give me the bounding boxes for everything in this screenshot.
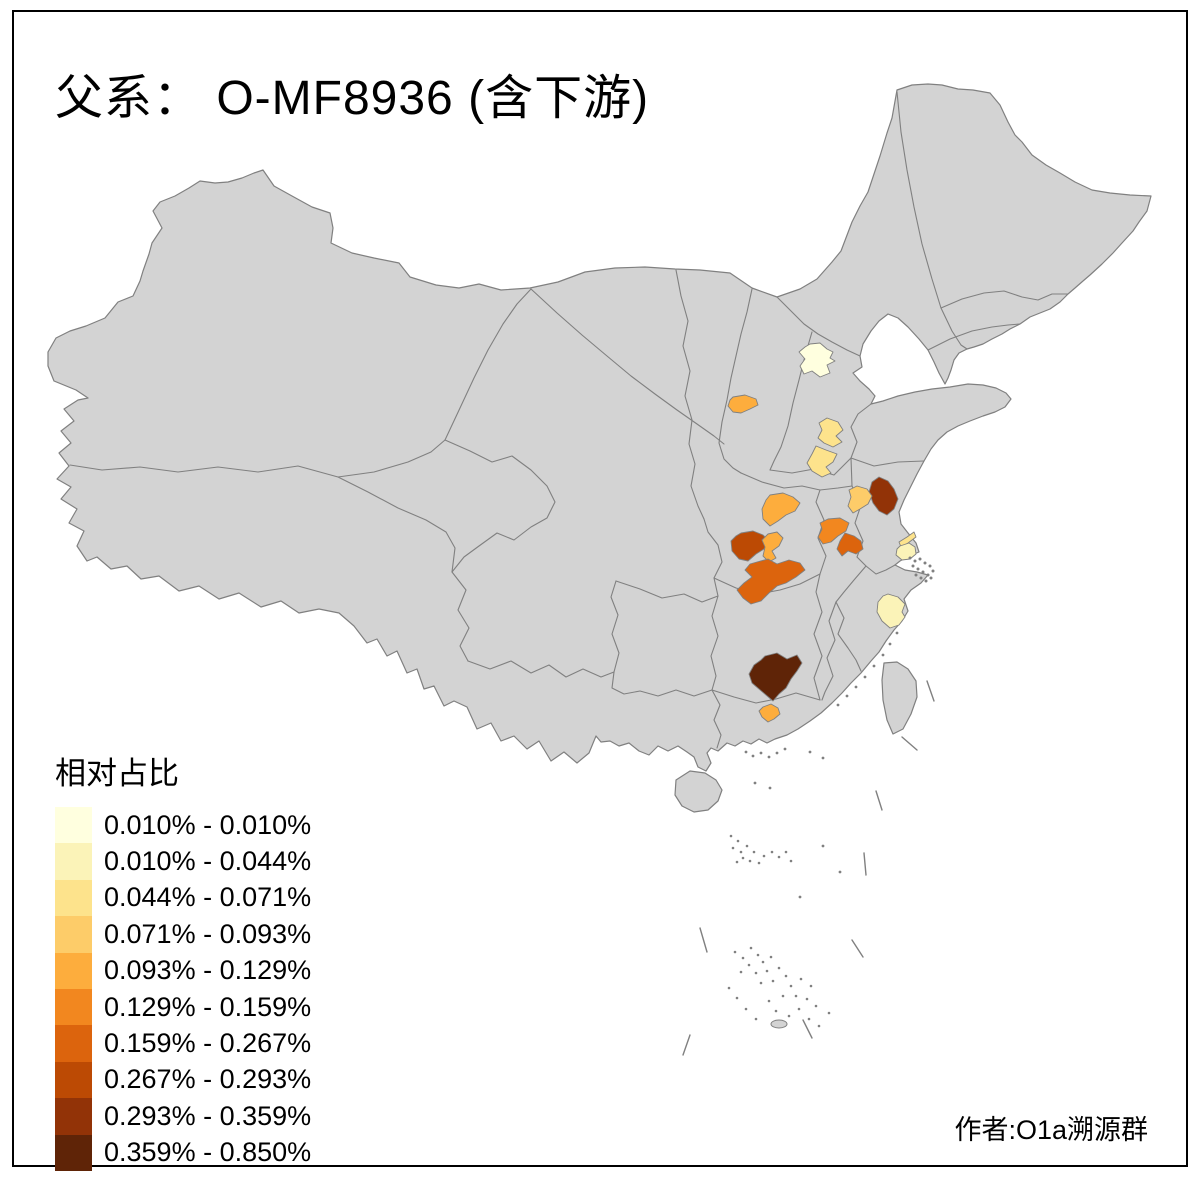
legend-item: 0.129% - 0.159% (55, 988, 395, 1026)
legend-range-label: 0.359% - 0.850% (104, 1137, 312, 1168)
legend-color-swatch (55, 1098, 92, 1135)
map-region-jiangsu-central (847, 485, 873, 514)
legend-item: 0.359% - 0.850% (55, 1134, 395, 1171)
map-region-beijing-area (798, 342, 836, 378)
spratly-islands-dots (727, 946, 831, 1028)
small-sea-island (770, 1019, 788, 1029)
legend-color-swatch (55, 952, 92, 989)
attribution-text: 作者:O1a溯源群 (954, 1115, 1148, 1145)
page-title: 父系： O-MF8936 (含下游) (55, 72, 650, 125)
taiwan-island (881, 661, 918, 735)
legend-range-label: 0.293% - 0.359% (104, 1100, 312, 1131)
map-region-hunan-south (748, 652, 803, 702)
map-region-guangdong-central (758, 703, 781, 723)
map-region-shanxi-central (727, 394, 759, 414)
legend-range-label: 0.010% - 0.010% (104, 809, 312, 840)
legend-range-label: 0.129% - 0.159% (104, 991, 312, 1022)
legend-item: 0.093% - 0.129% (55, 952, 395, 989)
legend-item: 0.159% - 0.267% (55, 1025, 395, 1062)
map-region-henan-central (806, 445, 838, 478)
legend-item: 0.044% - 0.071% (55, 879, 395, 917)
legend-range-label: 0.093% - 0.129% (104, 955, 312, 986)
map-region-anhui-southwest (836, 532, 864, 557)
map-region-hubei-hunan-border (736, 558, 806, 605)
map-region-jiangsu-coastal (868, 476, 899, 516)
legend-range-label: 0.071% - 0.093% (104, 918, 312, 949)
legend-item: 0.071% - 0.093% (55, 916, 395, 953)
legend-items: 0.010% - 0.010% 0.010% - 0.044% 0.044% -… (55, 807, 395, 1171)
map-region-zhejiang-coastal (876, 593, 906, 629)
map-region-henan-north (817, 417, 844, 448)
legend-range-label: 0.044% - 0.071% (104, 882, 312, 913)
legend-range-label: 0.159% - 0.267% (104, 1028, 312, 1059)
legend-color-swatch (55, 843, 92, 880)
legend-item: 0.010% - 0.010% (55, 807, 395, 844)
sea-island-marks (682, 556, 935, 1056)
map-region-hubei-central (761, 531, 784, 563)
legend-color-swatch (55, 807, 92, 844)
map-region-hubei-northwest (761, 492, 801, 527)
legend-color-swatch (55, 1134, 92, 1171)
legend-color-swatch (55, 916, 92, 953)
legend-item: 0.293% - 0.359% (55, 1098, 395, 1135)
colored-regions (727, 342, 917, 723)
legend-color-swatch (55, 1061, 92, 1099)
hainan-island (674, 770, 723, 813)
coastal-islet-dots (744, 556, 935, 899)
legend-item: 0.010% - 0.044% (55, 843, 395, 880)
map-region-hubei-west (730, 530, 770, 562)
legend-title: 相对占比 (55, 756, 179, 791)
legend-range-label: 0.010% - 0.044% (104, 846, 312, 877)
legend-range-label: 0.267% - 0.293% (104, 1064, 312, 1095)
legend: 相对占比 0.010% - 0.010% 0.010% - 0.044% 0.0… (55, 748, 395, 1171)
paracel-islands-dots (729, 834, 793, 865)
sea-boundary-dashes (682, 680, 935, 1056)
china-mainland-outline (47, 83, 1152, 772)
legend-color-swatch (55, 988, 92, 1026)
map-region-anhui-central (817, 517, 850, 545)
legend-color-swatch (55, 879, 92, 917)
legend-item: 0.267% - 0.293% (55, 1061, 395, 1099)
legend-color-swatch (55, 1025, 92, 1062)
